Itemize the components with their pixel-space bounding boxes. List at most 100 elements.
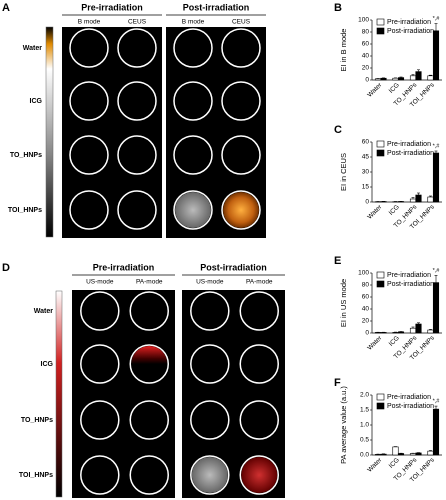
mode-label: CEUS [128,19,147,26]
mode-label: B mode [182,19,205,26]
mode-label: PA-mode [136,279,163,286]
legend-label: Post-irradiation [387,28,434,35]
bar [397,453,405,456]
bar [432,282,440,334]
y-tick-label: 40 [362,306,370,313]
y-tick-label: 0.0 [360,452,369,459]
well [117,190,157,230]
row-label: Water [23,45,42,52]
legend-swatch [376,27,385,35]
y-tick-label: 1.5 [360,407,369,414]
bar [392,332,399,334]
y-axis-label: EI in US mode [339,279,348,327]
row-label: TOI_HNPs [8,207,42,214]
y-tick-label: 100 [358,270,369,277]
group-title: Post-irradiation [183,2,250,12]
colorbar [55,290,63,498]
well [190,400,230,440]
well [129,400,169,440]
bar [392,446,399,456]
mode-label: B mode [78,19,101,26]
well [69,190,109,230]
image-block [72,290,175,498]
y-tick-label: 60 [362,41,370,48]
y-tick-label: 0 [365,330,369,337]
well [117,135,157,175]
y-tick-label: 80 [362,29,370,36]
well [239,455,279,495]
y-tick-label: 80 [362,282,370,289]
x-tick-label: ICG [388,335,401,348]
well [221,190,261,230]
well [69,81,109,121]
bar [432,152,440,203]
image-signal [131,346,168,382]
y-axis-label: EI in B mode [339,29,348,72]
well [190,455,230,495]
annotation: *,# [433,143,441,149]
bar [409,327,417,334]
well [129,344,169,384]
mode-label: US-mode [86,279,114,286]
panel-label: D [2,262,10,274]
bar [409,453,417,456]
x-tick-label: ICG [388,204,401,217]
legend-swatch [376,402,385,410]
panel-label: E [334,255,341,267]
bar [415,194,422,203]
legend-label: Pre-irradiation [387,141,431,148]
panel-label: B [334,2,342,14]
group-title: Pre-irradiation [81,2,143,12]
well [80,400,120,440]
well [190,344,230,384]
x-tick-label: ICG [388,82,401,95]
bar [392,77,399,81]
well [129,291,169,331]
x-tick-label: Water [366,334,384,352]
well [80,455,120,495]
well [69,28,109,68]
well [239,400,279,440]
well [80,344,120,384]
x-tick-label: Water [366,203,384,221]
well [129,455,169,495]
bar [427,75,434,81]
bar [427,196,434,203]
bar [415,71,422,81]
bar [409,198,417,203]
well [173,81,213,121]
row-label: ICG [41,361,54,368]
well [239,344,279,384]
well [173,28,213,68]
bar [380,77,387,81]
annotation: *,# [433,16,441,22]
mode-label: PA-mode [246,279,273,286]
row-label: ICG [30,98,43,105]
x-tick-label: Water [366,456,384,474]
y-tick-label: 60 [362,139,370,146]
bar [432,408,440,456]
well [190,291,230,331]
y-tick-label: 20 [362,318,370,325]
x-tick-label: Water [366,81,384,99]
bar [427,329,434,334]
bar [380,453,387,456]
bar [432,30,440,81]
y-tick-label: 60 [362,294,370,301]
legend-label: Pre-irradiation [387,272,431,279]
image-block [62,27,162,238]
y-tick-label: 45 [362,154,370,161]
legend-swatch [376,18,385,26]
well [69,135,109,175]
well [221,135,261,175]
bar [427,450,434,456]
colorbar [45,26,54,238]
row-label: TOI_HNPs [19,472,53,479]
legend-swatch [376,280,385,288]
y-tick-label: 2.0 [360,392,369,399]
annotation: *,# [433,268,441,274]
bar [409,75,417,81]
group-title: Post-irradiation [200,262,267,272]
group-title: Pre-irradiation [93,262,155,272]
bar [397,77,405,81]
